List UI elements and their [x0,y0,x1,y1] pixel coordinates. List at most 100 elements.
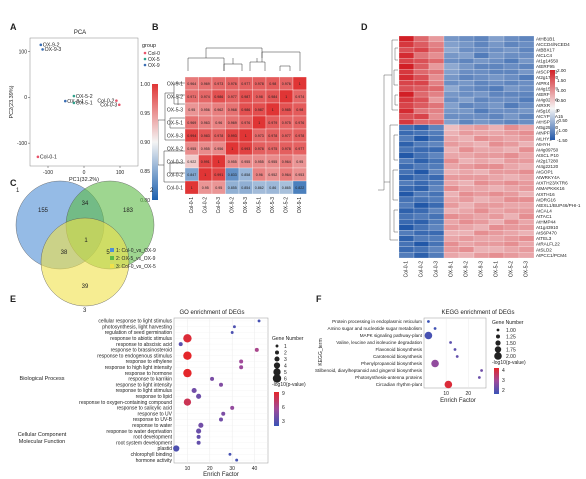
correlation-row-label: OX-9-3 [167,133,183,139]
gene-cell [518,174,535,181]
go-colorbar-tick: 6 [282,405,285,411]
correlation-column-label: OX-5-2 [283,197,289,213]
gene-cell [413,252,430,259]
correlation-cell-value: 0.956 [201,108,210,112]
correlation-cell-value: 0.854 [241,186,250,190]
gene-cell [398,63,415,70]
gene-cell [458,102,475,109]
gene-cell [413,141,430,148]
gene-cell [398,152,415,159]
go-term-label: response to light intensity [116,382,173,388]
gene-row-label: AtEXL1/BUP46/PHI-1 [536,203,581,208]
gene-cell [413,163,430,170]
gene-cell [428,35,445,42]
correlation-cell-value: 0.978 [268,134,277,138]
gene-cell [473,213,490,220]
panel-label-b: B [152,22,159,32]
gene-cell [458,224,475,231]
gene-cell [488,58,505,64]
gene-cell [428,207,445,214]
correlation-cell-value: 0.984 [268,95,277,99]
gene-cell [488,241,505,248]
gene-cell [398,146,415,153]
go-colorbar-ticks: 9 6 3 [282,391,285,425]
go-term-label: response to oxygen-containing compound [79,400,172,406]
gene-cell [518,58,535,64]
gene-cell [413,207,430,214]
gene-cell [428,91,445,98]
go-point [219,417,223,422]
kegg-plot-frame [423,317,487,389]
correlation-cell-value: 0.953 [295,173,304,177]
gene-cell [503,158,520,164]
go-term-label: hormone activity [136,458,173,464]
go-point [257,319,261,323]
gene-cell [413,63,430,70]
panel-label-f: F [316,294,322,304]
correlation-cell-value: 0.987 [241,95,250,99]
gene-cell [443,152,460,159]
gene-cell [428,96,445,103]
kegg-term-label: Carotenoid biosynthesis [373,354,423,359]
gene-cell [503,152,520,159]
correlation-cell-value: 0.95 [215,186,222,190]
gene-cell [443,191,460,198]
go-size-legend-dot [274,356,280,362]
gene-cell [473,96,490,103]
go-term-label: response to lipid [136,394,173,400]
gene-cell [473,58,490,64]
gene-cell [398,241,415,248]
correlation-cell-value: 0.978 [282,147,291,151]
panel-label-e: E [10,294,16,304]
go-point [230,405,235,410]
go-size-legend-dot [273,368,281,376]
gene-cell [488,213,505,220]
gene-cell [473,69,490,75]
venn-legend-swatch-1 [110,248,114,252]
gene-colorbar-tick: 1.00 [557,88,566,93]
gene-cell [413,174,430,181]
gene-cell [518,158,535,164]
correlation-column-label: Col-0-1 [189,197,195,214]
gene-cell [443,58,460,64]
gene-cell [443,124,460,131]
gene-cell [428,235,445,242]
gene-cell [443,69,460,75]
kegg-title: KEGG enrichment of DEGs [441,310,514,316]
correlation-cell-value: 0.86 [269,186,276,190]
gene-cell [518,46,535,53]
gene-row-label: AtBBX17 [536,47,555,52]
correlation-cell-value: 1 [285,95,287,99]
gene-cell [398,52,415,59]
gene-cell [428,196,445,203]
gene-cell [398,85,415,92]
gene-cell [443,235,460,242]
gene-cell [503,35,520,42]
gene-heatmap-panel: AtHB1B1AtCCD4/NCED4AtBBX17AtCLC4At1g1455… [378,35,581,277]
go-term-label: response to salicylic acid [117,406,173,412]
kegg-size-legend-title: Gene Number [492,320,524,326]
correlation-cell-value: 0.962 [214,108,223,112]
go-term-label: root system development [116,440,172,446]
gene-cell [488,130,505,137]
gene-colorbar [550,70,555,140]
gene-cell [458,130,475,137]
gene-cell [518,108,535,114]
pca-ytick-label: -100 [17,141,27,147]
gene-cell [503,108,520,114]
correlation-cell-value: 0.986 [214,95,223,99]
gene-cell [503,58,520,64]
go-term-label: plastid [158,446,173,452]
correlation-cell-value: 0.979 [268,121,277,125]
gene-cell [503,130,520,137]
pca-legend-label: OX-5 [148,57,160,63]
go-colorbar-tick: 3 [282,419,285,425]
go-term-label: photosynthesis, light harvesting [102,324,172,330]
correlation-row-label: Col-0-2 [167,172,184,178]
go-point [221,411,226,416]
venn-intersect-123: 1 [84,238,88,244]
gene-cell [443,119,460,125]
venn-legend-label-3: 3: Col-0_vs_OX-5 [116,264,156,270]
go-size-legend-dot [275,350,279,355]
pca-xlabel: PC1(32.2%) [69,177,99,183]
